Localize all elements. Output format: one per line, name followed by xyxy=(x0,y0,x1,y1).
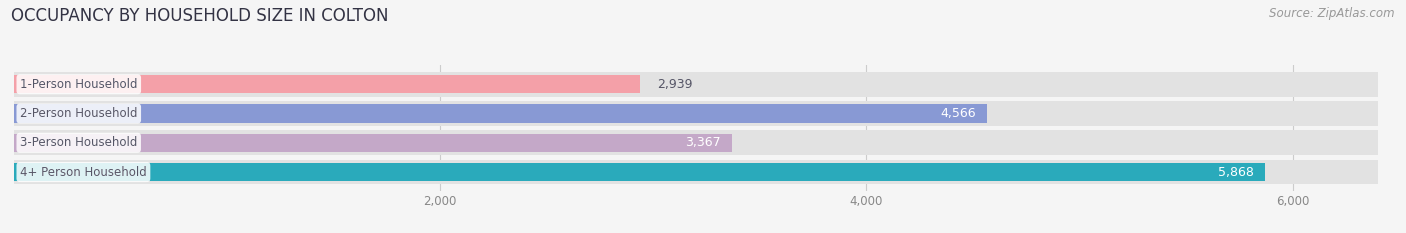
Bar xyxy=(14,130,1378,155)
Text: 2-Person Household: 2-Person Household xyxy=(21,107,138,120)
Text: OCCUPANCY BY HOUSEHOLD SIZE IN COLTON: OCCUPANCY BY HOUSEHOLD SIZE IN COLTON xyxy=(11,7,388,25)
Bar xyxy=(14,101,1378,126)
Text: 2,939: 2,939 xyxy=(658,78,693,91)
Text: Source: ZipAtlas.com: Source: ZipAtlas.com xyxy=(1270,7,1395,20)
Text: 3-Person Household: 3-Person Household xyxy=(20,136,138,149)
Text: 4,566: 4,566 xyxy=(941,107,976,120)
Text: 3-Person Household: 3-Person Household xyxy=(21,136,138,149)
Bar xyxy=(14,75,640,93)
Text: 3,367: 3,367 xyxy=(685,136,721,149)
Bar xyxy=(14,163,1264,181)
Text: 1-Person Household: 1-Person Household xyxy=(20,78,138,91)
Text: 1-Person Household: 1-Person Household xyxy=(21,78,138,91)
Bar xyxy=(14,72,1378,97)
Text: 4+ Person Household: 4+ Person Household xyxy=(20,165,146,178)
Bar xyxy=(14,160,1378,185)
Text: 4+ Person Household: 4+ Person Household xyxy=(21,165,148,178)
Text: 2-Person Household: 2-Person Household xyxy=(20,107,138,120)
Bar xyxy=(14,104,987,123)
Text: 5,868: 5,868 xyxy=(1218,165,1254,178)
Bar xyxy=(14,134,731,152)
